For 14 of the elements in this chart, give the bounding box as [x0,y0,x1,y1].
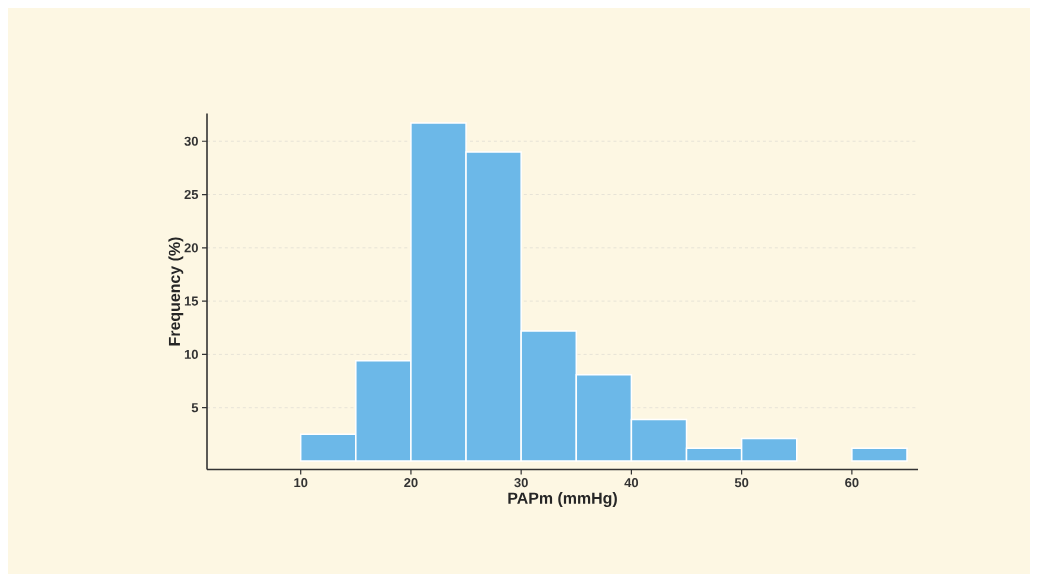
y-tick-label: 15 [184,296,199,306]
x-tick-label: 30 [514,478,528,488]
x-tick-label: 50 [734,478,749,488]
y-tick-label: 5 [191,403,199,413]
y-tick-label: 25 [184,189,199,200]
x-tick-label: 20 [404,478,418,488]
y-tick-label: 30 [184,136,198,146]
x-tick-label: 60 [845,478,859,488]
y-tick-label: 10 [184,349,198,359]
x-axis-title: PAPm (mmHg) [508,492,617,507]
x-tick-label: 10 [294,478,308,488]
y-tick-label: 20 [184,243,198,253]
x-tick-label: 40 [624,478,639,488]
y-axis-title: Frequency (%) [168,237,184,346]
